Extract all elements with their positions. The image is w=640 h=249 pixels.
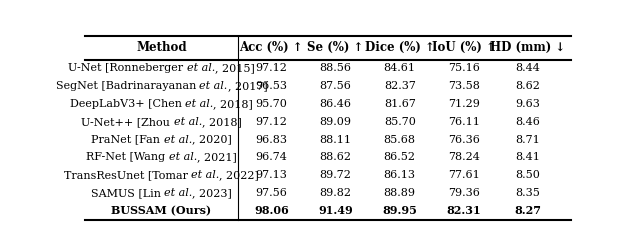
Text: 89.82: 89.82 bbox=[319, 188, 351, 198]
Text: 87.56: 87.56 bbox=[319, 81, 351, 91]
Text: et al.: et al. bbox=[164, 135, 192, 145]
Text: 86.13: 86.13 bbox=[384, 170, 416, 180]
Text: , 2018]: , 2018] bbox=[214, 99, 253, 109]
Text: 88.11: 88.11 bbox=[319, 135, 351, 145]
Text: et al.: et al. bbox=[200, 81, 228, 91]
Text: , 2017]: , 2017] bbox=[228, 81, 268, 91]
Text: 8.62: 8.62 bbox=[516, 81, 540, 91]
Text: 98.06: 98.06 bbox=[254, 205, 289, 216]
Text: U-Net++ [Zhou: U-Net++ [Zhou bbox=[81, 117, 173, 127]
Text: BUSSAM (Ours): BUSSAM (Ours) bbox=[111, 205, 212, 216]
Text: IoU (%) ↑: IoU (%) ↑ bbox=[432, 41, 496, 54]
Text: , 2023]: , 2023] bbox=[193, 188, 232, 198]
Text: 89.95: 89.95 bbox=[382, 205, 417, 216]
Text: 88.56: 88.56 bbox=[319, 63, 351, 73]
Text: 85.70: 85.70 bbox=[384, 117, 415, 127]
Text: RF-Net [Wang: RF-Net [Wang bbox=[86, 152, 169, 162]
Text: 81.67: 81.67 bbox=[384, 99, 415, 109]
Text: et al.: et al. bbox=[185, 99, 214, 109]
Text: 88.62: 88.62 bbox=[319, 152, 351, 162]
Text: 97.12: 97.12 bbox=[255, 63, 287, 73]
Text: 96.74: 96.74 bbox=[255, 152, 287, 162]
Text: 73.58: 73.58 bbox=[448, 81, 480, 91]
Text: SAMUS [Lin: SAMUS [Lin bbox=[91, 188, 164, 198]
Text: 85.68: 85.68 bbox=[384, 135, 416, 145]
Text: U-Net [Ronneberger: U-Net [Ronneberger bbox=[68, 63, 187, 73]
Text: 82.31: 82.31 bbox=[447, 205, 481, 216]
Text: 8.44: 8.44 bbox=[516, 63, 540, 73]
Text: Se (%) ↑: Se (%) ↑ bbox=[307, 41, 364, 54]
Text: 76.11: 76.11 bbox=[448, 117, 480, 127]
Text: 78.24: 78.24 bbox=[448, 152, 480, 162]
Text: Dice (%) ↑: Dice (%) ↑ bbox=[365, 41, 435, 54]
Text: 77.61: 77.61 bbox=[448, 170, 480, 180]
Text: 8.50: 8.50 bbox=[516, 170, 540, 180]
Text: , 2020]: , 2020] bbox=[192, 135, 232, 145]
Text: 9.63: 9.63 bbox=[516, 99, 540, 109]
Text: 88.89: 88.89 bbox=[384, 188, 416, 198]
Text: et al.: et al. bbox=[164, 188, 193, 198]
Text: et al.: et al. bbox=[187, 63, 215, 73]
Text: 79.36: 79.36 bbox=[448, 188, 480, 198]
Text: 95.70: 95.70 bbox=[255, 99, 287, 109]
Text: 96.83: 96.83 bbox=[255, 135, 287, 145]
Text: 86.46: 86.46 bbox=[319, 99, 351, 109]
Text: 89.09: 89.09 bbox=[319, 117, 351, 127]
Text: 8.46: 8.46 bbox=[516, 117, 540, 127]
Text: 86.52: 86.52 bbox=[384, 152, 416, 162]
Text: 96.53: 96.53 bbox=[255, 81, 287, 91]
Text: 89.72: 89.72 bbox=[319, 170, 351, 180]
Text: DeepLabV3+ [Chen: DeepLabV3+ [Chen bbox=[70, 99, 185, 109]
Text: 71.29: 71.29 bbox=[448, 99, 480, 109]
Text: TransResUnet [Tomar: TransResUnet [Tomar bbox=[64, 170, 191, 180]
Text: , 2022]: , 2022] bbox=[220, 170, 259, 180]
Text: 75.16: 75.16 bbox=[448, 63, 480, 73]
Text: 76.36: 76.36 bbox=[448, 135, 480, 145]
Text: HD (mm) ↓: HD (mm) ↓ bbox=[490, 41, 566, 54]
Text: 97.56: 97.56 bbox=[255, 188, 287, 198]
Text: , 2021]: , 2021] bbox=[197, 152, 237, 162]
Text: , 2015]: , 2015] bbox=[215, 63, 255, 73]
Text: et al.: et al. bbox=[191, 170, 220, 180]
Text: 8.35: 8.35 bbox=[516, 188, 540, 198]
Text: Method: Method bbox=[136, 41, 187, 54]
Text: 84.61: 84.61 bbox=[384, 63, 416, 73]
Text: 8.41: 8.41 bbox=[516, 152, 540, 162]
Text: , 2018]: , 2018] bbox=[202, 117, 242, 127]
Text: 8.71: 8.71 bbox=[516, 135, 540, 145]
Text: 97.12: 97.12 bbox=[255, 117, 287, 127]
Text: et al.: et al. bbox=[169, 152, 197, 162]
Text: 82.37: 82.37 bbox=[384, 81, 415, 91]
Text: PraNet [Fan: PraNet [Fan bbox=[92, 135, 164, 145]
Text: 8.27: 8.27 bbox=[515, 205, 541, 216]
Text: 91.49: 91.49 bbox=[318, 205, 353, 216]
Text: 97.13: 97.13 bbox=[255, 170, 287, 180]
Text: Acc (%) ↑: Acc (%) ↑ bbox=[239, 41, 303, 54]
Text: et al.: et al. bbox=[173, 117, 202, 127]
Text: SegNet [Badrinarayanan: SegNet [Badrinarayanan bbox=[56, 81, 200, 91]
